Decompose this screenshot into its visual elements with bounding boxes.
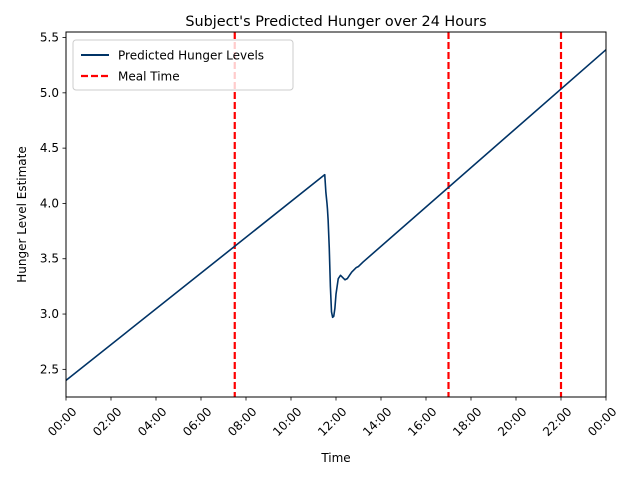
meal-time-lines [233,32,563,397]
y-tick-label: 4.0 [40,196,59,210]
legend-label-predicted-hunger: Predicted Hunger Levels [118,49,264,63]
legend-box [72,39,294,91]
series-line-predicted-hunger [65,49,607,382]
y-tick-label: 2.5 [40,362,59,376]
y-tick-label: 4.5 [40,141,59,155]
chart-title: Subject's Predicted Hunger over 24 Hours [185,14,486,30]
y-tick-label: 3.0 [40,307,59,321]
y-tick-label: 5.0 [40,86,59,100]
legend: Predicted Hunger Levels Meal Time [72,39,294,91]
y-axis-ticks: 2.5 3.0 3.5 4.0 4.5 5.0 5.5 [40,31,66,376]
y-tick-label: 3.5 [40,252,59,266]
legend-label-meal-time: Meal Time [118,70,180,84]
y-tick-label: 5.5 [40,31,59,45]
y-axis-label: Hunger Level Estimate [15,146,29,282]
plot-frame [65,31,607,398]
x-axis-label: Time [320,451,350,465]
series-lines [65,49,607,382]
